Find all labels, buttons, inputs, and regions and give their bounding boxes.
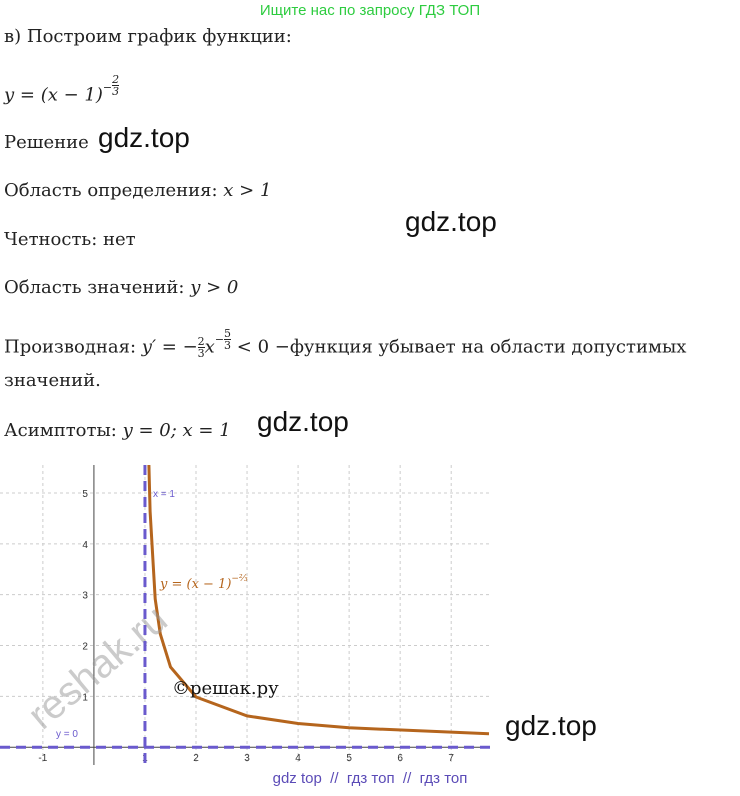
asym-label: Асимптоты:	[4, 420, 123, 441]
watermark: gdz.top	[405, 206, 497, 237]
y-tick-label: 5	[82, 489, 88, 500]
deriv-var: x	[204, 336, 215, 358]
formula: y = (x − 1)− 2 3	[4, 74, 120, 107]
coef-num: 2	[197, 335, 205, 348]
derivative-cont: значений.	[4, 370, 101, 391]
domain: Область определения: x > 1	[4, 180, 271, 201]
domain-label: Область определения:	[4, 180, 224, 201]
deriv-lhs: y′ = −	[141, 336, 198, 358]
range: Область значений: y > 0	[4, 277, 238, 298]
x-tick-label: 2	[193, 753, 199, 764]
y-tick-label: 4	[82, 540, 88, 551]
top-watermark: Ищите нас по запросу ГДЗ ТОП	[259, 2, 481, 19]
deriv-rhs: < 0	[231, 336, 270, 358]
formula-base: y = (x − 1)	[4, 84, 103, 106]
x-tick-label: -1	[38, 753, 47, 764]
asymptote-y-label: y = 0	[56, 729, 78, 740]
x-tick-label: 6	[397, 753, 403, 764]
curve-label: y = (x − 1)−⅔	[159, 574, 248, 592]
parity: Четность: нет	[4, 229, 136, 250]
deriv-exp-sign: −	[214, 332, 225, 346]
solution: Решение	[4, 132, 89, 153]
coef-den: 3	[197, 347, 205, 360]
exp-sign: −	[102, 80, 113, 94]
x-tick-label: 4	[295, 753, 301, 764]
intro: в) Построим график функции:	[4, 26, 292, 47]
y-tick-label: 3	[82, 591, 88, 602]
x-tick-label: 3	[244, 753, 250, 764]
x-tick-label: 5	[346, 753, 352, 764]
function-curve	[147, 464, 490, 736]
x-tick-label: 7	[448, 753, 454, 764]
y-tick-label: 1	[82, 692, 88, 703]
y-tick-label: 2	[82, 642, 88, 653]
copyright: ©решак.ру	[172, 678, 279, 699]
exp-den: 3	[112, 85, 120, 98]
watermark: gdz.top	[257, 406, 349, 437]
asymptote-x-label: x = 1	[153, 489, 175, 500]
deriv-exp-den: 3	[224, 339, 232, 352]
asym-math: y = 0; x = 1	[122, 420, 231, 441]
range-label: Область значений:	[4, 277, 191, 298]
derivative: Производная: y′ = −2 3 x− 5 3 < 0 −функция у…	[4, 328, 687, 360]
graph-bg	[0, 465, 490, 765]
deriv-text: −функция убывает на области допустимых	[269, 336, 687, 358]
footer: gdz top // гдз топ // гдз топ	[272, 770, 468, 787]
domain-math: x > 1	[223, 180, 272, 201]
curve-label-base: y = (x − 1)	[159, 577, 231, 592]
deriv-exp-num: 5	[224, 327, 232, 340]
range-math: y > 0	[190, 277, 239, 298]
watermark: gdz.top	[98, 122, 190, 153]
asymptotes: Асимптоты: y = 0; x = 1	[4, 420, 231, 441]
exp-num: 2	[112, 73, 120, 86]
curve-label-exp: −⅔	[231, 574, 248, 584]
watermark: gdz.top	[505, 710, 597, 741]
deriv-label: Производная:	[4, 336, 142, 358]
